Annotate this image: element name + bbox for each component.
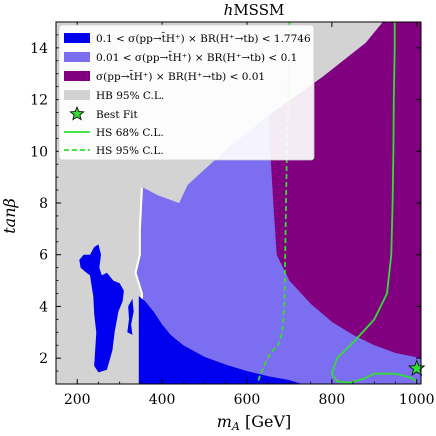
legend-star-icon [69,105,85,121]
legend: 0.1 < σ(pp→t̄H⁺) × BR(H⁺→tb) < 1.7746 0.… [58,24,315,161]
x-tick-label: 800 [319,392,346,408]
x-tick-label: 200 [64,392,91,408]
legend-label-mid: 0.01 < σ(pp→t̄H⁺) × BR(H⁺→tb) < 0.1 [96,51,297,64]
legend-label-low: σ(pp→t̄H⁺) × BR(H⁺→tb) < 0.01 [96,70,265,83]
y-tick-label: 2 [39,351,48,367]
region-sigma-0.1-1.7746-sliver [127,298,134,335]
legend-label-best-fit: Best Fit [96,109,139,121]
legend-label-hb: HB 95% C.L. [96,90,164,102]
plot-lines [256,22,418,384]
legend-patch-low [64,71,90,81]
region-sigma-0.1-1.7746-main [138,296,303,384]
plot-markers [408,359,426,376]
region-sigma-0.1-1.7746-island [79,244,124,373]
y-tick-label: 10 [30,144,48,160]
y-tick-label: 8 [39,196,48,212]
axis-ticks: 200 400 600 800 1000 2 4 6 8 10 12 14 [30,22,435,408]
y-tick-label: 12 [30,93,48,109]
legend-label-hs95: HS 95% C.L. [96,145,164,157]
y-tick-label: 14 [30,41,48,57]
x-tick-label: 400 [149,392,176,408]
y-tick-label: 4 [39,299,48,315]
y-axis-title: tanβ [0,198,19,234]
x-tick-label: 600 [234,392,261,408]
legend-label-hs68: HS 68% C.L. [96,127,164,139]
chart-title: hMSSM [224,1,285,19]
legend-patch-hb [64,90,90,100]
best-fit-star-marker [408,359,426,376]
y-tick-label: 6 [39,248,48,264]
x-tick-label: 1000 [399,392,435,408]
legend-patch-mid [64,52,90,62]
hs-68-contour-line [330,22,418,384]
legend-patch-high [64,33,90,43]
legend-box [58,24,315,161]
x-axis-title: mA [GeV] [217,412,292,433]
legend-label-high: 0.1 < σ(pp→t̄H⁺) × BR(H⁺→tb) < 1.7746 [96,32,311,45]
hs-95-contour-line [256,22,291,384]
